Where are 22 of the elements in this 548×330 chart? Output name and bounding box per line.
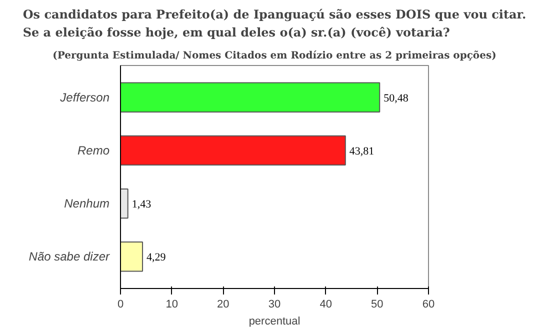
x-tick-label: 10 [166,298,178,310]
chart-title: Os candidatos para Prefeito(a) de Ipanguaçú são esses DOIS que vou citar. Se a eleição fosse hoje, em qual deles o(a) sr.(a) (você) votaria? [22,7,526,40]
data-label: 4,29 [146,252,166,264]
data-label: 43,81 [349,145,374,158]
bar [120,82,380,112]
bar [120,188,128,219]
x-tick-label: 60 [422,298,435,310]
y-tick-label: Jefferson [59,90,110,104]
y-tick-label: Não sabe dizer [28,250,111,264]
x-tick-label: 50 [371,298,384,310]
x-tick-label: 30 [268,298,281,310]
x-tick-label: 20 [217,298,230,310]
chart-subtitle: (Pergunta Estimulada/ Nomes Citados em Rodízio entre as 2 primeiras opções) [52,50,496,62]
x-axis-title: percentual [248,316,300,328]
data-label: 50,48 [384,92,409,104]
y-tick-label: Nenhum [64,196,110,211]
data-label: 1,43 [132,198,152,211]
x-tick-label: 0 [117,298,124,310]
y-tick-label: Remo [77,143,110,158]
bar [120,135,346,166]
bar [120,242,144,272]
x-tick-label: 40 [320,298,332,310]
